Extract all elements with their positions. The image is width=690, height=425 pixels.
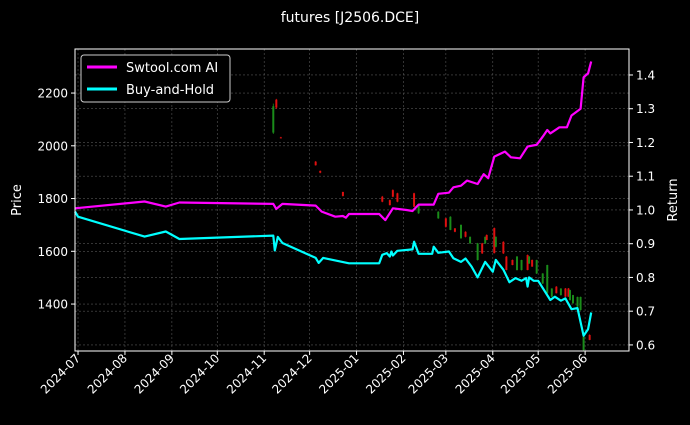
candle-body: [314, 161, 317, 166]
y-tick-label-right: 1.1: [636, 170, 655, 184]
candle-body: [275, 99, 278, 108]
y-tick-label-right: 1.4: [636, 68, 655, 82]
grid: [75, 49, 629, 351]
candle-body: [520, 260, 523, 271]
y-tick-label-left: 1800: [37, 192, 68, 206]
candle-body: [505, 256, 508, 271]
candle-body: [502, 241, 505, 254]
candle-body: [437, 211, 440, 219]
y-tick-label-left: 1600: [37, 245, 68, 259]
series-line-buy-and-hold: [74, 211, 593, 337]
candle-body: [528, 256, 531, 264]
candle-body: [485, 234, 488, 240]
y-tick-label-right: 1.3: [636, 102, 655, 116]
candle-body: [541, 273, 544, 284]
candle-body: [413, 193, 416, 207]
candle-body: [526, 254, 529, 271]
candle-body: [588, 334, 591, 340]
x-tick-label: 2025-02: [363, 351, 408, 396]
candle-body: [396, 193, 399, 202]
candle-body: [279, 137, 282, 139]
y-tick-label-right: 0.8: [636, 271, 655, 285]
candle-body: [444, 218, 447, 227]
y-tick-label-left: 2200: [37, 87, 68, 101]
candle-body: [535, 260, 538, 274]
candle-body: [564, 288, 567, 297]
candle-body: [453, 228, 456, 232]
candle-body: [341, 191, 344, 196]
candle-body: [381, 196, 384, 202]
x-tick-label: 2024-11: [224, 351, 269, 396]
y-axis-right-label: Return: [666, 178, 681, 221]
series-lines: [74, 61, 593, 337]
candle-body: [559, 288, 562, 296]
y-tick-label-left: 1400: [37, 298, 68, 312]
x-tick-label: 2025-04: [453, 351, 498, 396]
candle-body: [484, 236, 487, 244]
x-tick-label: 2025-06: [545, 351, 590, 396]
x-tick-label: 2024-07: [38, 351, 83, 396]
candle-body: [459, 224, 462, 239]
candle-body: [449, 216, 452, 230]
candle-body: [476, 243, 479, 261]
candle-body: [555, 286, 558, 294]
candle-body: [571, 295, 574, 304]
candle-body: [568, 290, 571, 301]
x-tick-label: 2024-08: [85, 351, 130, 396]
y-tick-label-right: 1.2: [636, 136, 655, 150]
candle-body: [494, 236, 497, 247]
candle-body: [515, 256, 518, 271]
y-axis-left-label: Price: [10, 184, 25, 216]
x-tick-label: 2024-12: [269, 351, 314, 396]
x-tick-label: 2025-01: [316, 351, 361, 396]
y-axis-right: 0.6 0.7 0.8 0.9 1.0 1.1 1.2 1.3 1.4: [629, 68, 655, 352]
x-tick-label: 2025-05: [498, 351, 543, 396]
candle-body: [582, 336, 585, 350]
candle-body: [388, 200, 391, 206]
candlesticks: [272, 98, 591, 351]
series-line-swtool: [74, 61, 593, 222]
chart-title: futures [J2506.DCE]: [281, 10, 420, 26]
legend-label-swtool: Swtool.com AI: [126, 61, 218, 76]
candle-body: [481, 243, 484, 254]
candle-body: [391, 190, 394, 197]
candle-body: [464, 231, 467, 237]
candle-body: [511, 260, 514, 266]
y-tick-label-right: 0.9: [636, 237, 655, 251]
legend: Swtool.com AI Buy-and-Hold: [80, 54, 231, 103]
candle-body: [550, 288, 553, 297]
y-tick-label-right: 1.0: [636, 203, 655, 217]
y-tick-label-left: 2000: [37, 139, 68, 153]
y-tick-label-right: 0.7: [636, 305, 655, 319]
legend-label-buy-and-hold: Buy-and-Hold: [126, 83, 214, 98]
candle-body: [576, 296, 579, 307]
candle-body: [417, 205, 420, 214]
plot-frame: [74, 48, 630, 352]
x-tick-label: 2024-09: [132, 351, 177, 396]
x-tick-label: 2025-03: [406, 351, 451, 396]
y-tick-label-right: 0.6: [636, 338, 655, 352]
candle-body: [469, 236, 472, 244]
candle-body: [567, 288, 570, 297]
candle-body: [319, 170, 322, 173]
candle-body: [272, 106, 275, 133]
y-axis-left: 1400 1600 1800 2000 2200: [37, 87, 75, 312]
x-axis: 2024-07 2024-08 2024-09 2024-10 2024-11 2024-…: [38, 351, 590, 397]
candle-body: [546, 265, 549, 294]
candle-body: [493, 228, 496, 254]
x-tick-label: 2024-10: [177, 351, 222, 396]
candle-body: [531, 260, 534, 267]
legend-box: [80, 54, 231, 103]
candle-body: [579, 296, 582, 311]
